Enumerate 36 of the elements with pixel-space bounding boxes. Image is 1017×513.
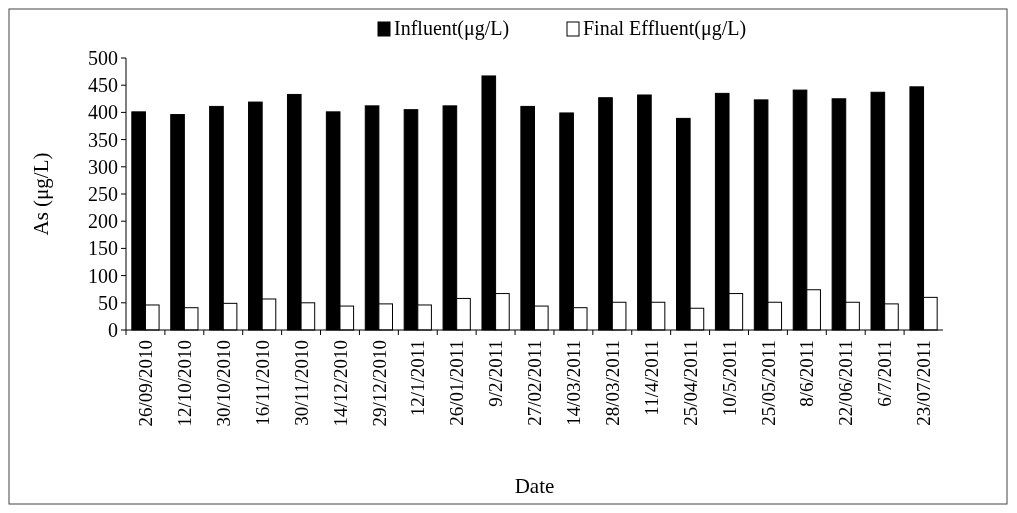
x-tick-label: 26/09/2010 [135, 340, 157, 427]
y-tick-label: 250 [88, 183, 118, 205]
y-axis-title: As (μg/L) [29, 152, 53, 236]
y-tick-label: 50 [98, 291, 118, 314]
y-tick-label: 100 [88, 264, 118, 287]
x-tick-label: 30/10/2010 [212, 340, 234, 427]
x-tick-label: 28/03/2011 [601, 340, 623, 426]
x-tick-label: 27/02/2011 [524, 340, 546, 426]
x-tick-label: 16/11/2010 [251, 340, 273, 426]
x-tick-label: 14/03/2011 [563, 340, 585, 426]
y-tick-label: 200 [88, 210, 118, 233]
x-tick-label: 14/12/2010 [329, 340, 351, 427]
x-tick-label: 11/4/2011 [640, 340, 662, 416]
y-tick-label: 150 [88, 237, 118, 260]
y-tick-label: 450 [88, 74, 118, 97]
x-tick-label: 30/11/2010 [290, 340, 312, 426]
x-tick-label: 12/10/2010 [174, 340, 196, 427]
x-tick-label: 29/12/2010 [368, 340, 390, 427]
x-tick-label: 12/1/2011 [407, 340, 429, 417]
legend-label: Final Effluent(μg/L) [583, 17, 747, 40]
y-tick-label: 0 [108, 319, 118, 341]
x-tick-label: 23/07/2011 [913, 340, 935, 426]
legend-label: Influent(μg/L) [394, 17, 510, 40]
x-tick-label: 26/01/2011 [446, 340, 468, 426]
x-tick-label: 10/5/2011 [718, 340, 740, 417]
x-axis-title: Date [514, 474, 555, 498]
x-tick-label: 8/6/2011 [796, 340, 818, 407]
y-tick-label: 400 [88, 101, 118, 124]
y-tick-label: 500 [88, 47, 118, 69]
y-tick-label: 300 [88, 155, 118, 178]
x-tick-label: 22/06/2011 [835, 340, 857, 426]
x-tick-label: 25/05/2011 [757, 340, 779, 426]
y-tick-label: 350 [88, 128, 118, 151]
x-tick-label: 6/7/2011 [874, 340, 896, 407]
x-tick-label: 9/2/2011 [485, 340, 507, 407]
x-tick-label: 25/04/2011 [679, 340, 701, 426]
